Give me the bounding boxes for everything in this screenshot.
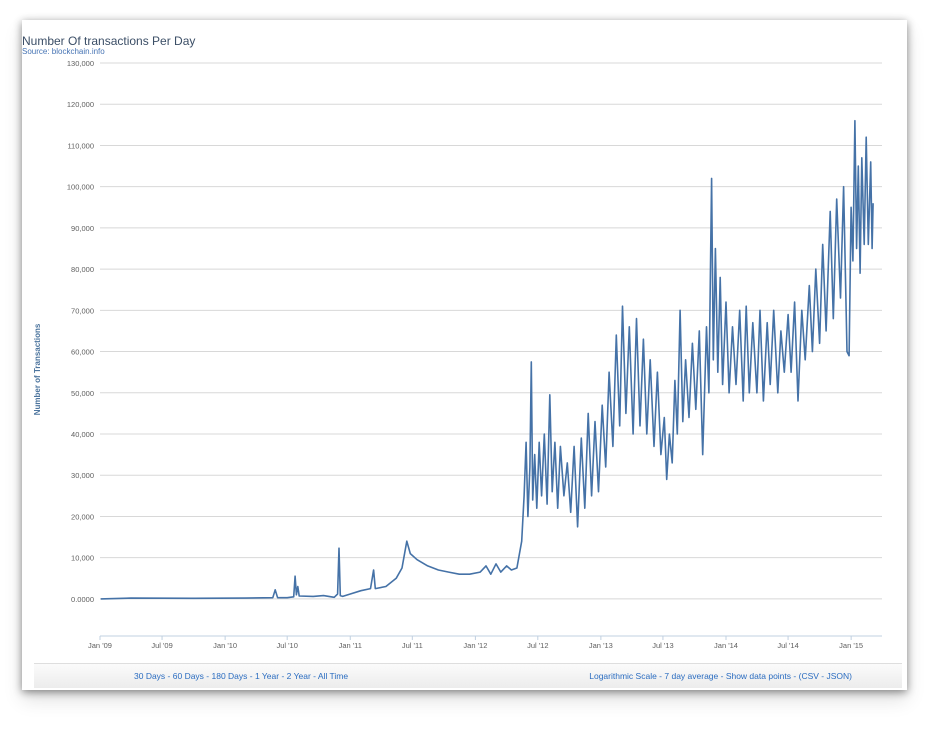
- chart-option-links: Logarithmic Scale - 7 day average - Show…: [589, 671, 852, 681]
- y-tick-label: 80,000: [71, 265, 94, 274]
- x-tick-label: Jul '12: [527, 641, 548, 650]
- chart-title: Number Of transactions Per Day: [22, 34, 196, 48]
- range-all-time-link[interactable]: All Time: [317, 671, 349, 681]
- y-tick-label: 90,000: [71, 224, 94, 233]
- chart-footer: 30 Days - 60 Days - 180 Days - 1 Year - …: [34, 663, 902, 688]
- export-open-paren: (: [798, 671, 802, 681]
- separator: -: [165, 671, 173, 681]
- x-tick-label: Jan '13: [589, 641, 613, 650]
- y-tick-label: 10,000: [71, 554, 94, 563]
- separator: -: [310, 671, 318, 681]
- export-csv-link[interactable]: CSV: [801, 671, 819, 681]
- chart-frame: 0.0000 10,000 20,000 30,000 40,000 50,000 60,0…: [22, 20, 907, 690]
- x-tick-label: Jan '11: [339, 641, 362, 650]
- range-2-year-link[interactable]: 2 Year: [286, 671, 311, 681]
- x-tick-label: Jul '10: [276, 641, 297, 650]
- range-1-year-link[interactable]: 1 Year: [254, 671, 280, 681]
- separator: -: [718, 671, 726, 681]
- y-tick-label: 20,000: [71, 512, 94, 521]
- y-tick-label: 130,000: [67, 59, 94, 68]
- y-tick-label: 120,000: [67, 100, 94, 109]
- x-tick-label: Jan '15: [839, 641, 863, 650]
- series-line: [100, 119, 874, 600]
- chart-subtitle: Source: blockchain.info: [22, 47, 105, 56]
- export-json-link[interactable]: JSON: [826, 671, 850, 681]
- x-tick-label: Jan '10: [213, 641, 237, 650]
- y-tick-label: 50,000: [71, 389, 94, 398]
- y-tick-label: 30,000: [71, 471, 94, 480]
- y-tick-label: 110,000: [67, 141, 94, 150]
- x-tick-label: Jul '09: [151, 641, 172, 650]
- separator: -: [203, 671, 212, 681]
- x-tick-label: Jul '14: [777, 641, 798, 650]
- x-tick-label: Jan '09: [88, 641, 112, 650]
- separator: -: [279, 671, 287, 681]
- y-tick-label: 60,000: [71, 348, 94, 357]
- separator: -: [247, 671, 255, 681]
- logarithmic-scale-link[interactable]: Logarithmic Scale: [589, 671, 657, 681]
- x-tick-label: Jan '14: [714, 641, 738, 650]
- x-tick-label: Jul '11: [402, 641, 423, 650]
- range-30-days-link[interactable]: 30 Days: [134, 671, 166, 681]
- y-axis-title: Number of Transactions: [33, 323, 42, 415]
- time-range-links: 30 Days - 60 Days - 180 Days - 1 Year - …: [134, 671, 348, 681]
- y-tick-label: 0.0000: [71, 595, 94, 604]
- chart-canvas: 0.0000 10,000 20,000 30,000 40,000 50,000 60,0…: [33, 59, 882, 650]
- separator: -: [656, 671, 665, 681]
- x-tick-label: Jul '13: [652, 641, 673, 650]
- range-180-days-link[interactable]: 180 Days: [211, 671, 248, 681]
- separator: -: [818, 671, 827, 681]
- y-tick-label: 40,000: [71, 430, 94, 439]
- y-tick-label: 70,000: [71, 306, 94, 315]
- range-60-days-link[interactable]: 60 Days: [172, 671, 204, 681]
- separator: -: [791, 671, 799, 681]
- x-tick-label: Jan '12: [463, 641, 487, 650]
- show-data-points-link[interactable]: Show data points: [725, 671, 792, 681]
- export-close-paren: ): [849, 671, 852, 681]
- y-tick-label: 100,000: [67, 183, 94, 192]
- seven-day-average-link[interactable]: 7 day average: [664, 671, 719, 681]
